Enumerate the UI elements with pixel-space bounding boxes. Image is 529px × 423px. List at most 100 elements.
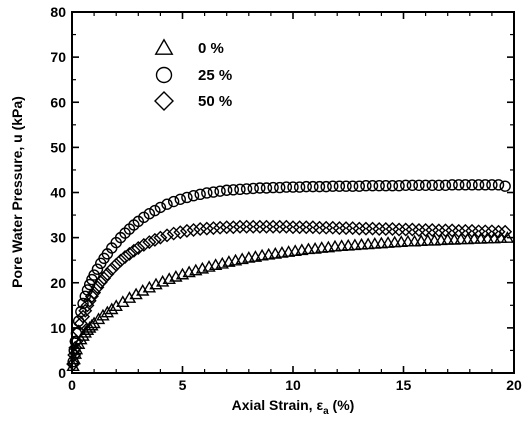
data-point <box>398 222 413 237</box>
data-point <box>149 204 161 217</box>
data-point <box>77 297 89 310</box>
data-point <box>341 238 355 251</box>
data-point <box>214 185 226 197</box>
x-tick-label: 0 <box>68 377 76 393</box>
data-point <box>478 224 493 239</box>
legend-marker-triangle <box>154 38 174 55</box>
data-point <box>246 219 261 234</box>
data-point <box>240 183 253 195</box>
data-point <box>220 184 233 196</box>
data-point <box>100 267 115 282</box>
data-point <box>105 302 119 315</box>
data-point <box>199 221 214 236</box>
data-point <box>90 280 105 295</box>
data-point <box>293 181 306 193</box>
data-point <box>116 295 130 307</box>
data-point <box>179 223 194 238</box>
data-point <box>352 221 367 236</box>
data-point <box>154 201 167 214</box>
data-point <box>88 269 100 281</box>
data-point <box>328 239 342 252</box>
data-point <box>471 224 486 239</box>
data-point <box>181 191 193 204</box>
data-point <box>320 180 332 193</box>
data-point <box>360 180 372 192</box>
data-point <box>413 179 425 191</box>
data-point <box>374 236 389 249</box>
data-point <box>472 179 485 191</box>
data-point <box>84 289 99 304</box>
data-point <box>492 179 505 191</box>
data-point <box>313 180 326 193</box>
data-point <box>454 232 468 245</box>
data-point <box>498 224 513 239</box>
data-point <box>292 220 307 235</box>
legend-label: 25 % <box>198 67 232 84</box>
data-point <box>166 226 181 241</box>
data-point <box>319 220 334 235</box>
data-point <box>394 235 408 247</box>
data-point <box>87 316 101 329</box>
data-point <box>378 222 393 237</box>
data-point <box>406 179 419 191</box>
data-point <box>315 241 329 253</box>
data-point <box>480 231 495 244</box>
y-tick-label: 80 <box>50 4 66 20</box>
data-point <box>386 180 399 192</box>
data-point <box>300 180 312 193</box>
y-axis-label: Pore Water Pressure, u (kPa) <box>9 96 25 288</box>
data-point <box>334 239 349 252</box>
data-point <box>193 222 208 237</box>
data-point <box>136 237 151 252</box>
y-tick-label: 20 <box>50 275 66 291</box>
data-point <box>301 242 316 255</box>
data-point <box>479 179 491 191</box>
data-point <box>427 233 442 246</box>
data-point <box>173 225 188 240</box>
data-point <box>419 179 432 191</box>
tick-labels: 0 5 10 15 20 0 10 20 30 40 50 60 70 80 <box>50 4 522 393</box>
data-point <box>100 305 115 318</box>
data-point <box>392 222 407 237</box>
data-point <box>361 237 375 250</box>
data-point <box>426 179 438 191</box>
data-point <box>96 308 110 321</box>
data-point <box>433 179 445 191</box>
data-point <box>234 183 246 196</box>
y-tick-label: 10 <box>50 320 66 336</box>
legend: 0 % 25 % 50 % <box>154 38 232 111</box>
y-tick-label: 60 <box>50 94 66 110</box>
data-point <box>354 237 369 250</box>
data-point <box>67 347 82 362</box>
data-point <box>474 232 488 244</box>
data-point <box>201 187 213 199</box>
data-point <box>438 223 453 238</box>
data-point <box>142 235 157 250</box>
data-point <box>421 233 435 246</box>
data-point <box>67 356 79 368</box>
data-point <box>393 180 405 192</box>
data-point <box>71 324 86 339</box>
y-tick-label: 70 <box>50 49 66 65</box>
data-point <box>126 243 141 258</box>
data-point <box>381 236 395 248</box>
data-point <box>160 228 175 243</box>
legend-label: 50 % <box>198 93 232 110</box>
data-point <box>109 299 123 312</box>
data-point <box>174 193 186 205</box>
y-tick-label: 30 <box>50 230 66 246</box>
data-point <box>161 198 173 210</box>
data-point <box>487 231 501 244</box>
y-tick-label: 40 <box>50 185 66 201</box>
data-point <box>66 356 81 371</box>
data-point <box>340 180 352 192</box>
data-point <box>466 179 478 191</box>
data-point <box>447 232 462 245</box>
data-point <box>418 222 433 237</box>
data-point <box>439 179 452 191</box>
data-point <box>143 208 156 220</box>
data-point <box>327 180 339 192</box>
data-point <box>366 180 379 192</box>
data-point <box>153 230 168 245</box>
